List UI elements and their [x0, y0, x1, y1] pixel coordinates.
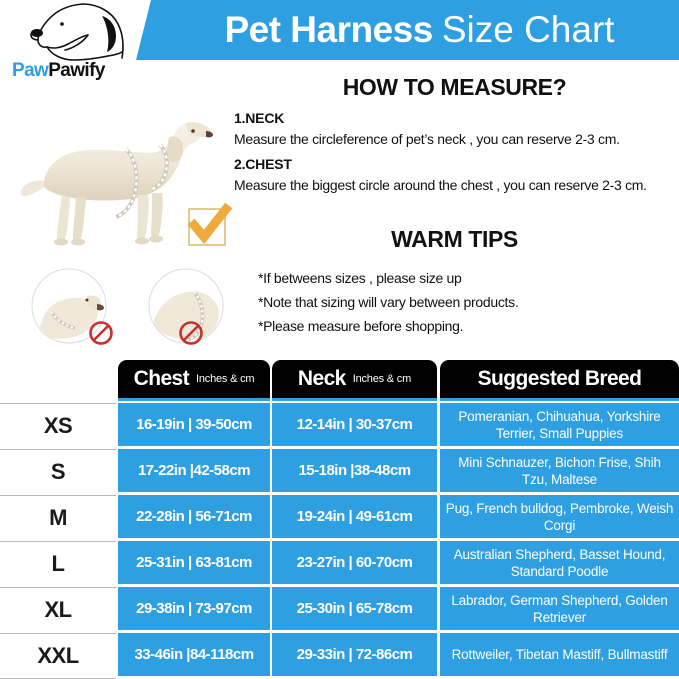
table-row: XS 16-19in | 39-50cm 12-14in | 30-37cm P… — [0, 403, 679, 448]
brand-logo: PawPawify — [10, 2, 146, 88]
dog-neck-wrong-measure-photo — [31, 268, 107, 344]
row-chest-value: 33-46in |84-118cm — [118, 633, 270, 676]
measure-heading-neck: 1.NECK — [234, 110, 285, 126]
row-breed-value: Pug, French bulldog, Pembroke, Weish Cor… — [440, 495, 679, 538]
row-size-label: M — [0, 495, 116, 540]
how-to-measure-title: HOW TO MEASURE? — [342, 74, 567, 100]
table-header-chest: Chest Inches & cm — [118, 360, 270, 398]
table-row: S 17-22in |42-58cm 15-18in |38-48cm Mini… — [0, 449, 679, 494]
row-breed-value: Mini Schnauzer, Bichon Frise, Shih Tzu, … — [440, 449, 679, 492]
table-row: M 22-28in | 56-71cm 19-24in | 49-61cm Pu… — [0, 495, 679, 540]
measure-body-chest: Measure the biggest circle around the ch… — [234, 177, 647, 193]
row-breed-value: Pomeranian, Chihuahua, Yorkshire Terrier… — [440, 403, 679, 446]
banner-title-bold: Pet Harness — [224, 9, 433, 50]
red-prohibition-icon — [89, 321, 113, 345]
banner-title: Pet Harness Size Chart — [160, 0, 679, 60]
row-size-label: L — [0, 541, 116, 586]
tip-item: *Please measure before shopping. — [258, 318, 464, 334]
header-underline — [272, 398, 437, 401]
header-underline — [118, 398, 270, 401]
row-neck-value: 25-30in | 65-78cm — [272, 587, 437, 630]
row-chest-value: 16-19in | 39-50cm — [118, 403, 270, 446]
measure-body-neck: Measure the circleference of pet’s neck … — [234, 131, 620, 147]
header-neck-units: Inches & cm — [352, 373, 412, 385]
row-neck-value: 23-27in | 60-70cm — [272, 541, 437, 584]
table-header-row: Chest Inches & cm Neck Inches & cm Sugge… — [0, 360, 679, 398]
banner-title-light: Size Chart — [441, 9, 615, 50]
row-chest-value: 29-38in | 73-97cm — [118, 587, 270, 630]
row-chest-value: 25-31in | 63-81cm — [118, 541, 270, 584]
row-size-label: S — [0, 449, 116, 494]
tip-item: *If betweens sizes , please size up — [258, 270, 462, 286]
row-size-label: XS — [0, 403, 116, 448]
row-breed-value: Australian Shepherd, Basset Hound, Stand… — [440, 541, 679, 584]
row-breed-value: Labrador, German Shepherd, Golden Retrie… — [440, 587, 679, 630]
row-breed-value: Rottweiler, Tibetan Mastiff, Bullmastiff — [440, 633, 679, 676]
header-neck-label: Neck — [297, 367, 346, 390]
header-underline — [440, 398, 679, 401]
measure-instructions: 1.NECK Measure the circleference of pet’… — [234, 108, 679, 200]
brand-name-second: Pawify — [48, 60, 105, 81]
table-row: L 25-31in | 63-81cm 23-27in | 60-70cm Au… — [0, 541, 679, 586]
measure-heading-chest: 2.CHEST — [234, 156, 292, 172]
header-banner: Pet Harness Size Chart — [0, 0, 679, 60]
dog-with-measuring-tape-photo — [20, 122, 213, 246]
row-neck-value: 12-14in | 30-37cm — [272, 403, 437, 446]
row-neck-value: 15-18in |38-48cm — [272, 449, 437, 492]
row-neck-value: 29-33in | 72-86cm — [272, 633, 437, 676]
row-chest-value: 17-22in |42-58cm — [118, 449, 270, 492]
row-size-label: XXL — [0, 633, 116, 678]
orange-check-mark-icon — [187, 203, 232, 245]
brand-name: PawPawify — [12, 60, 144, 82]
table-header-neck: Neck Inches & cm — [272, 360, 437, 398]
banner-background — [136, 0, 679, 60]
table-row: XXL 33-46in |84-118cm 29-33in | 72-86cm … — [0, 633, 679, 678]
red-prohibition-icon — [179, 321, 203, 345]
header-chest-units: Inches & cm — [196, 373, 255, 385]
row-chest-value: 22-28in | 56-71cm — [118, 495, 270, 538]
header-breed-label: Suggested Breed — [477, 367, 642, 390]
tip-item: *Note that sizing will vary between prod… — [258, 294, 519, 310]
brand-name-first: Paw — [12, 60, 49, 81]
warm-tips-title: WARM TIPS — [391, 226, 518, 252]
table-header-breed: Suggested Breed — [440, 360, 679, 398]
row-size-label: XL — [0, 587, 116, 632]
correct-method-box — [188, 208, 226, 246]
size-chart-table: Chest Inches & cm Neck Inches & cm Sugge… — [0, 360, 679, 679]
header-chest-label: Chest — [133, 367, 190, 390]
dog-chest-wrong-measure-photo — [148, 268, 224, 344]
table-row: XL 29-38in | 73-97cm 25-30in | 65-78cm L… — [0, 587, 679, 632]
row-neck-value: 19-24in | 49-61cm — [272, 495, 437, 538]
warm-tips-list: *If betweens sizes , please size up *Not… — [258, 266, 679, 338]
dog-head-icon — [30, 3, 124, 61]
